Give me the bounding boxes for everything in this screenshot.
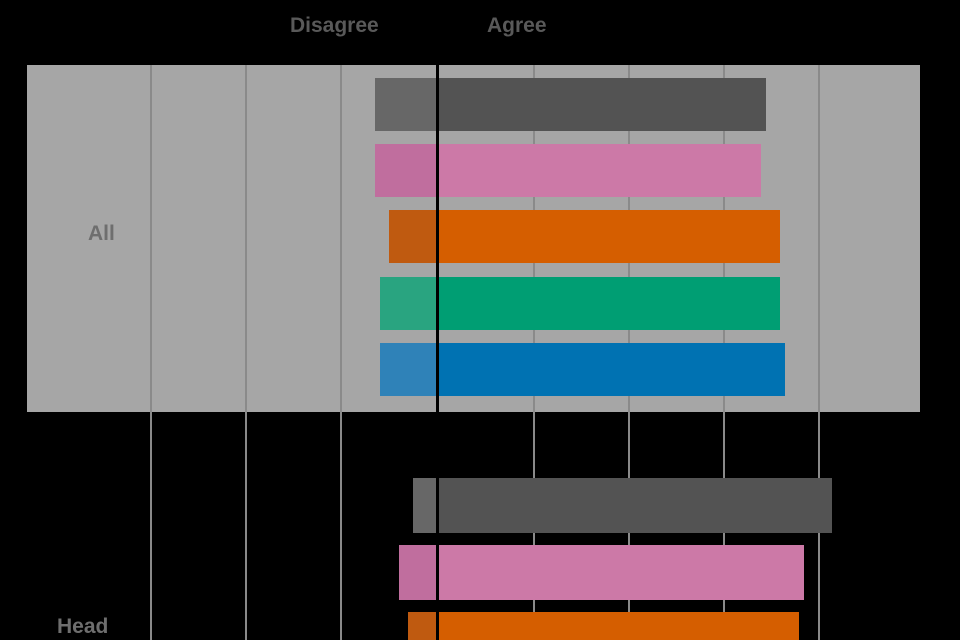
group-label-head: Head	[57, 615, 109, 638]
bar-all-orange-disagree	[389, 210, 437, 263]
group-label-all: All	[88, 222, 115, 245]
x-gridline	[818, 65, 820, 640]
bar-all-gray-agree	[437, 78, 766, 131]
bar-head-orange-disagree	[408, 612, 437, 640]
x-gridline	[245, 65, 247, 640]
disagree-axis-label: Disagree	[290, 14, 379, 37]
bar-all-green-disagree	[379, 277, 437, 330]
zero-axis-line	[436, 65, 439, 640]
bar-all-orange-agree	[437, 210, 781, 263]
bar-head-pink-disagree	[398, 545, 437, 600]
bar-head-orange-agree	[437, 612, 800, 640]
bar-all-pink-disagree	[375, 144, 437, 197]
bar-all-pink-agree	[437, 144, 762, 197]
x-gridline	[340, 65, 342, 640]
bar-all-green-agree	[437, 277, 781, 330]
bar-all-gray-disagree	[375, 78, 437, 131]
bar-head-gray-disagree	[413, 478, 437, 533]
bar-all-blue-agree	[437, 343, 785, 396]
bar-all-blue-disagree	[379, 343, 437, 396]
bar-head-pink-agree	[437, 545, 804, 600]
agree-axis-label: Agree	[487, 14, 547, 37]
x-gridline	[150, 65, 152, 640]
bar-head-gray-agree	[437, 478, 833, 533]
